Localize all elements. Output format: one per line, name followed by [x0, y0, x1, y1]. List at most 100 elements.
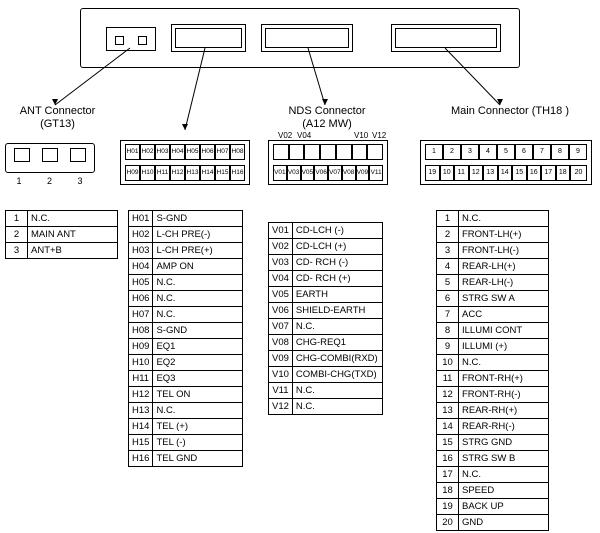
pin-row: H07N.C. [129, 307, 243, 323]
pin-label: ACC [459, 307, 549, 323]
pin-label: TEL GND [153, 451, 243, 467]
pin-num: H15 [129, 435, 153, 451]
pin-cell: V01 [273, 165, 287, 181]
gt13-pin-numbers: 1 2 3 [5, 176, 95, 186]
pin-num: 11 [437, 371, 459, 387]
pin-row: 2FRONT-LH(+) [437, 227, 549, 243]
pin-table-nds: V01CD-LCH (-)V02CD-LCH (+)V03CD- RCH (-)… [268, 222, 383, 415]
pin-num: V01 [269, 223, 293, 239]
pin-cell: H07 [215, 144, 230, 160]
pin-num: H05 [129, 275, 153, 291]
pin-label: TEL ON [153, 387, 243, 403]
pin-row: 10N.C. [437, 355, 549, 371]
pin-label: TEL (-) [153, 435, 243, 451]
pin-num: H07 [129, 307, 153, 323]
pin-label: FRONT-RH(+) [459, 371, 549, 387]
header-nds-sub: (A12 MW) [262, 118, 392, 131]
pin-cell [320, 144, 336, 160]
pin-row: 1N.C. [437, 211, 549, 227]
pin-row: V07N.C. [269, 319, 383, 335]
header-nds-title: NDS Connector [288, 105, 365, 117]
pin-row: 13REAR-RH(+) [437, 403, 549, 419]
pin-label: N.C. [292, 383, 382, 399]
pin-cell [273, 144, 289, 160]
pin-cell: 18 [556, 165, 571, 181]
pin-row: 19BACK UP [437, 499, 549, 515]
header-ant-title: ANT Connector [20, 105, 96, 117]
pin-num: V05 [269, 287, 293, 303]
pin-cell: H04 [170, 144, 185, 160]
pin-row: H14TEL (+) [129, 419, 243, 435]
pin-label: EARTH [292, 287, 382, 303]
pin-num: H13 [129, 403, 153, 419]
pin-num: 18 [437, 483, 459, 499]
pin-cell: 6 [515, 144, 533, 160]
pin-num: 3 [437, 243, 459, 259]
pin-label: EQ3 [153, 371, 243, 387]
pin-row: 12FRONT-RH(-) [437, 387, 549, 403]
connector-main-diagram: 123456789 1910111213141516171820 [420, 140, 592, 185]
pin-cell: 4 [479, 144, 497, 160]
pin-label: EQ2 [153, 355, 243, 371]
pin-row: H13N.C. [129, 403, 243, 419]
pin-cell: H09 [125, 165, 140, 181]
pin-cell: 1 [425, 144, 443, 160]
pin-num: H11 [129, 371, 153, 387]
pin-num: V11 [269, 383, 293, 399]
pin-row: 7ACC [437, 307, 549, 323]
pin-num: 9 [437, 339, 459, 355]
pin-cell: V05 [301, 165, 315, 181]
pin-label: N.C. [153, 403, 243, 419]
pin-label: CHG-REQ1 [292, 335, 382, 351]
pin-cell: V03 [287, 165, 301, 181]
pin-row: H10EQ2 [129, 355, 243, 371]
pin-num: V02 [269, 239, 293, 255]
pin-label: S-GND [153, 323, 243, 339]
connector-nds-diagram: V02 V04 V10 V12 V01V03V05V06V07V08V09V11 [268, 140, 388, 185]
pin-num: H04 [129, 259, 153, 275]
pin-label: FRONT-RH(-) [459, 387, 549, 403]
mconn-row-top: 123456789 [425, 144, 587, 160]
pin-label: TEL (+) [153, 419, 243, 435]
pin-label: CD- RCH (+) [292, 271, 382, 287]
radio-chassis [80, 8, 520, 68]
chassis-port-ant [106, 27, 156, 51]
pin-row: H05N.C. [129, 275, 243, 291]
pin-table-h: H01S-GNDH02L-CH PRE(-)H03L-CH PRE(+)H04A… [128, 210, 243, 467]
pin-row: 16STRG SW B [437, 451, 549, 467]
pin-row: H06N.C. [129, 291, 243, 307]
pin-num: 2 [437, 227, 459, 243]
pin-num: 1 [6, 211, 28, 227]
pin-label: N.C. [153, 275, 243, 291]
pin-cell: H12 [170, 165, 185, 181]
pin-row: H11EQ3 [129, 371, 243, 387]
pin-label: REAR-LH(+) [459, 259, 549, 275]
chassis-port-h [171, 24, 246, 52]
pin-cell: H03 [155, 144, 170, 160]
pin-num: 5 [437, 275, 459, 291]
pin-num: 1 [437, 211, 459, 227]
pin-label: L-CH PRE(-) [153, 227, 243, 243]
pin-cell: V06 [314, 165, 328, 181]
pin-num: 14 [437, 419, 459, 435]
header-ant: ANT Connector (GT13) [5, 105, 110, 131]
pin-label: EQ1 [153, 339, 243, 355]
pin-row: V06SHIELD-EARTH [269, 303, 383, 319]
pin-label: COMBI-CHG(TXD) [292, 367, 382, 383]
hconn-row-top: H01H02H03H04H05H06H07H08 [125, 144, 245, 160]
pin-label: N.C. [292, 319, 382, 335]
pin-num: V03 [269, 255, 293, 271]
pin-label: STRG GND [459, 435, 549, 451]
pin-row: V08CHG-REQ1 [269, 335, 383, 351]
pin-label: N.C. [459, 211, 549, 227]
pin-cell [352, 144, 368, 160]
pin-cell: 17 [541, 165, 556, 181]
pin-cell: 10 [440, 165, 455, 181]
pin-cell: H11 [155, 165, 170, 181]
pin-num: H14 [129, 419, 153, 435]
pin-row: 5REAR-LH(-) [437, 275, 549, 291]
pin-row: H16TEL GND [129, 451, 243, 467]
pin-table-main: 1N.C.2FRONT-LH(+)3FRONT-LH(-)4REAR-LH(+)… [436, 210, 549, 531]
pin-row: V04CD- RCH (+) [269, 271, 383, 287]
pin-row: 18SPEED [437, 483, 549, 499]
